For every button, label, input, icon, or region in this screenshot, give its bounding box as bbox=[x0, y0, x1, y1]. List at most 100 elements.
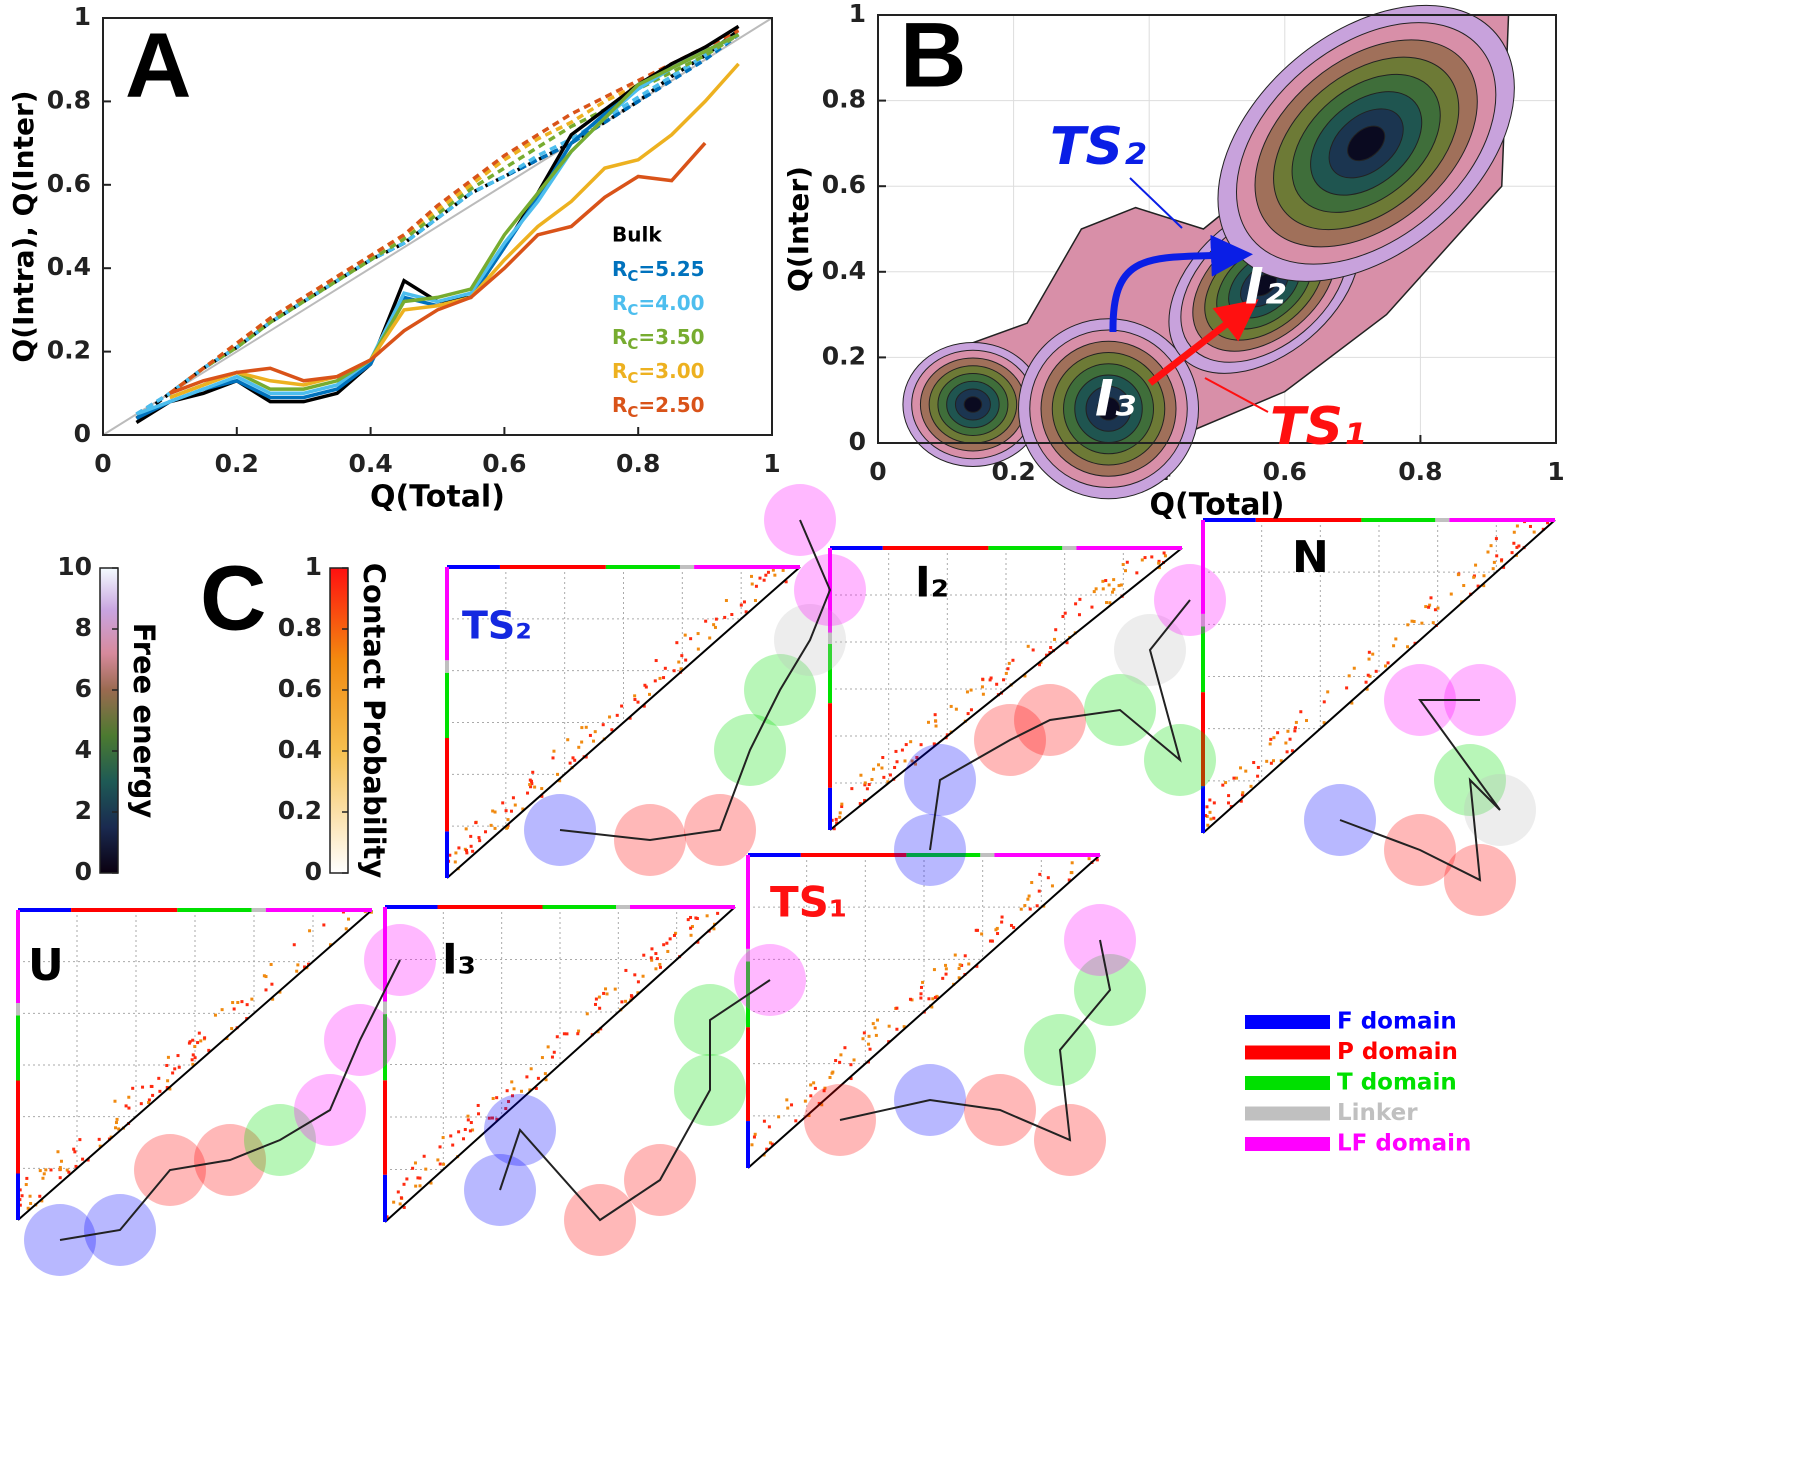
protein-backbone bbox=[1339, 699, 1501, 882]
contact-dot bbox=[191, 1062, 195, 1066]
contact-dot bbox=[1074, 602, 1078, 606]
contact-dot bbox=[665, 941, 669, 945]
contact-dot bbox=[633, 973, 637, 977]
contact-dot bbox=[910, 759, 914, 763]
contact-dot bbox=[67, 1170, 71, 1174]
contour-level bbox=[1096, 397, 1121, 421]
panel-label: B bbox=[900, 4, 966, 106]
contact-dot bbox=[1157, 566, 1161, 570]
contact-dot bbox=[593, 1002, 597, 1006]
contact-dot bbox=[1244, 769, 1248, 773]
contact-dot bbox=[765, 1147, 769, 1151]
contact-dot bbox=[1050, 884, 1054, 888]
contact-dot bbox=[832, 827, 836, 831]
contact-dot bbox=[81, 1157, 85, 1161]
legend-entry: P domain bbox=[1337, 1039, 1458, 1065]
line bbox=[169, 141, 707, 395]
contact-dot bbox=[171, 1071, 175, 1075]
contact-dot bbox=[1111, 590, 1115, 594]
contact-dot bbox=[633, 698, 637, 702]
contact-dot bbox=[158, 1089, 162, 1093]
contact-dot bbox=[859, 773, 863, 777]
contact-dot bbox=[887, 1024, 891, 1028]
contact-dot bbox=[1077, 613, 1081, 617]
contact-dot bbox=[781, 568, 785, 572]
contact-dot bbox=[1299, 710, 1303, 714]
contact-dot bbox=[653, 679, 657, 683]
contact-dot bbox=[369, 910, 373, 914]
contact-dot bbox=[584, 725, 588, 729]
y-tick-label: 0.4 bbox=[47, 252, 91, 281]
contact-dot bbox=[1462, 584, 1466, 588]
contact-dot bbox=[38, 1194, 42, 1198]
dashed-line bbox=[135, 33, 740, 416]
contact-dot bbox=[491, 1096, 495, 1100]
contact-dot bbox=[1031, 648, 1035, 652]
state-label: I₃ bbox=[442, 935, 476, 984]
contact-dot bbox=[157, 1076, 161, 1080]
state-label: U bbox=[28, 940, 64, 991]
contact-dot bbox=[139, 1102, 143, 1106]
contact-dot bbox=[753, 1132, 757, 1136]
contact-dot bbox=[624, 999, 628, 1003]
contact-dot bbox=[28, 1194, 32, 1198]
contact-dot bbox=[750, 582, 754, 586]
legend-entry: RC=3.50 bbox=[612, 325, 705, 353]
contact-dot bbox=[1528, 524, 1532, 528]
contact-dot bbox=[874, 1033, 878, 1037]
contact-dot bbox=[114, 1121, 118, 1125]
contact-dot bbox=[822, 1089, 826, 1093]
contact-dot bbox=[785, 1098, 789, 1102]
contact-dot bbox=[849, 1077, 853, 1081]
contact-dot bbox=[823, 1086, 827, 1090]
contact-dot bbox=[675, 641, 679, 645]
contact-dot bbox=[264, 975, 268, 979]
contact-dot bbox=[1105, 601, 1109, 605]
contact-dot bbox=[1502, 565, 1506, 569]
state-label: I₂ bbox=[915, 558, 949, 607]
contact-dot bbox=[1027, 894, 1031, 898]
contact-dot bbox=[58, 1166, 62, 1170]
y-axis-label: Q(Intra), Q(Inter) bbox=[7, 90, 40, 362]
contact-dot bbox=[886, 780, 890, 784]
contact-dot bbox=[1157, 559, 1161, 563]
contact-dot bbox=[643, 683, 647, 687]
contact-dot bbox=[469, 1121, 473, 1125]
contact-dot bbox=[762, 578, 766, 582]
contact-dot bbox=[1163, 554, 1167, 558]
contact-dot bbox=[1030, 881, 1034, 885]
contact-dot bbox=[872, 767, 876, 771]
colorbar-tick-label: 4 bbox=[75, 735, 92, 764]
contact-dot bbox=[573, 758, 577, 762]
contact-dot bbox=[1212, 816, 1216, 820]
contact-dot bbox=[1045, 653, 1049, 657]
contact-dot bbox=[672, 669, 676, 673]
contact-dot bbox=[113, 1099, 117, 1103]
contact-dot bbox=[1221, 783, 1225, 787]
contact-dot bbox=[232, 1007, 236, 1011]
contact-dot bbox=[396, 1190, 400, 1194]
contact-dot bbox=[613, 987, 617, 991]
contact-dot bbox=[1026, 897, 1030, 901]
contact-dot bbox=[525, 1075, 529, 1079]
contact-dot bbox=[790, 1103, 794, 1107]
contact-dot bbox=[413, 1161, 417, 1165]
contact-dot bbox=[1394, 637, 1398, 641]
contact-dot bbox=[399, 1196, 403, 1200]
contact-dot bbox=[750, 574, 754, 578]
contact-dot bbox=[932, 742, 936, 746]
contact-dot bbox=[739, 603, 743, 607]
contact-dot bbox=[1429, 596, 1433, 600]
contact-dot bbox=[1322, 700, 1326, 704]
contact-dot bbox=[493, 826, 497, 830]
contact-dot bbox=[602, 991, 606, 995]
contact-dot bbox=[562, 1032, 566, 1036]
contact-dot bbox=[528, 778, 532, 782]
state-annotation: I₂ bbox=[1245, 258, 1286, 316]
contact-dot bbox=[203, 1036, 207, 1040]
contact-dot bbox=[26, 1206, 30, 1210]
contact-dot bbox=[1424, 605, 1428, 609]
contact-dot bbox=[604, 987, 608, 991]
contact-dot bbox=[168, 1087, 172, 1091]
contact-dot bbox=[1009, 923, 1013, 927]
